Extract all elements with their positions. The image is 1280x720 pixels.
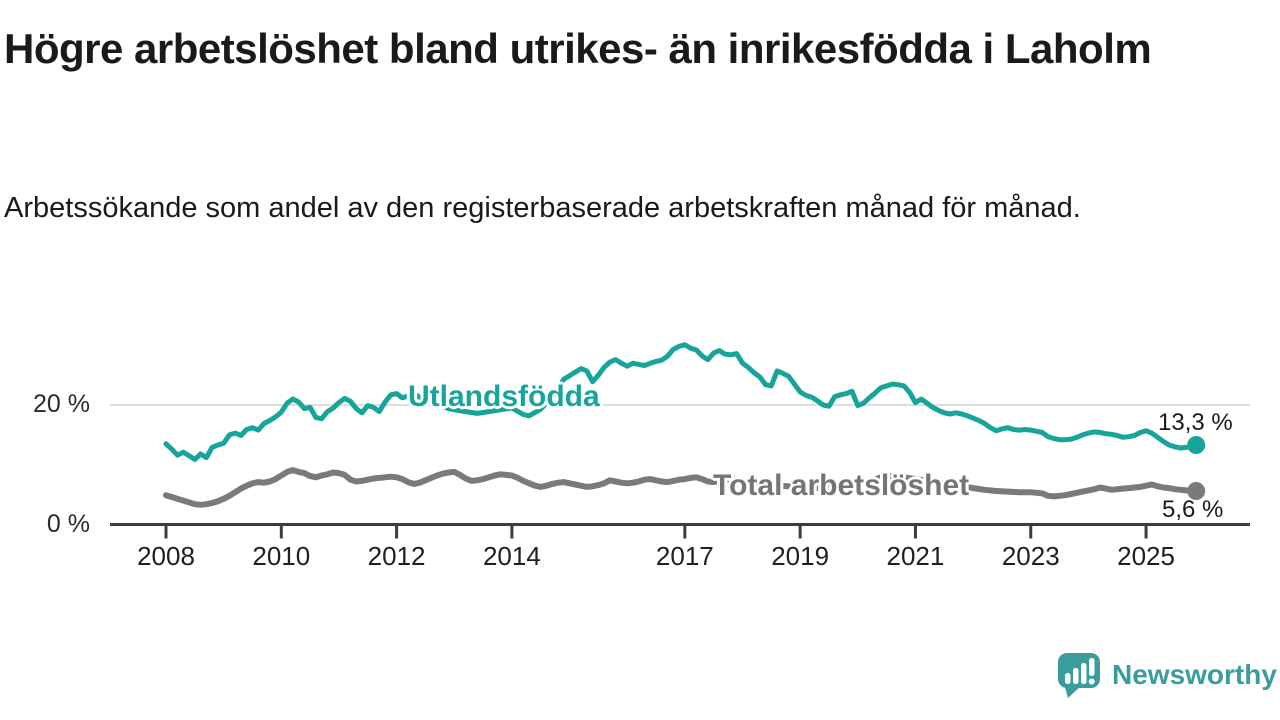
page-title: Högre arbetslöshet bland utrikes- än inr… [4, 25, 1152, 72]
x-tick-label: 2012 [367, 541, 426, 571]
end-value-label-total: 5,6 % [1162, 496, 1224, 523]
x-tick-label: 2021 [886, 541, 945, 571]
x-tick-label: 2025 [1117, 541, 1175, 571]
newsworthy-logo-icon [1058, 653, 1100, 698]
x-tick-label: 2017 [655, 541, 714, 571]
logo-exclamation-bar [1089, 658, 1095, 676]
newsworthy-logo-text: Newsworthy [1112, 659, 1277, 690]
y-tick-label: 0 % [46, 509, 90, 538]
logo-bar-1 [1065, 673, 1071, 684]
x-tick-label: 2010 [252, 541, 311, 571]
x-tick-label: 2023 [1001, 541, 1060, 571]
logo-exclamation-dot [1088, 678, 1095, 685]
x-tick-label: 2008 [137, 541, 195, 571]
logo-bubble-tail [1064, 684, 1083, 698]
series-label-total-arbetsloshet: Total arbetslöshet [713, 469, 970, 502]
page-subtitle: Arbetssökande som andel av den registerb… [4, 192, 1081, 224]
x-tick-label: 2019 [771, 541, 830, 571]
y-tick-label: 20 % [33, 390, 90, 418]
end-value-label-utlandsfodda: 13,3 % [1158, 409, 1233, 436]
series-label-utlandsfodda: Utlandsfödda [408, 380, 600, 413]
x-tick-label: 2014 [482, 541, 541, 571]
logo-bar-2 [1073, 668, 1079, 684]
logo-bar-3 [1081, 663, 1087, 684]
newsworthy-logo: Newsworthy [1056, 651, 1277, 699]
